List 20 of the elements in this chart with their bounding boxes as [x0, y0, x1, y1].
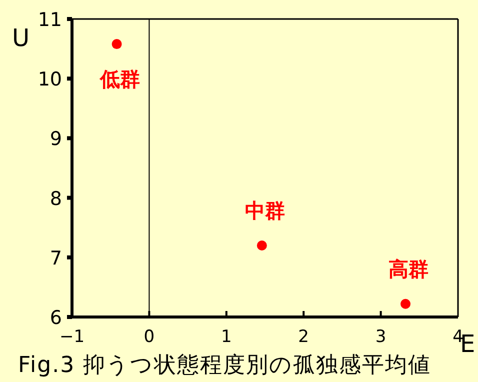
y-tick-label: 7 — [50, 247, 62, 270]
point — [256, 240, 267, 250]
x-tick-label: 4 — [452, 327, 464, 347]
y-tick-label: 8 — [50, 188, 62, 210]
point — [400, 298, 411, 309]
x-tick-label: 2 — [298, 327, 310, 347]
series-label: 高群 — [388, 256, 429, 281]
y-tick-label: 9 — [50, 128, 62, 150]
y-tick-label: 10 — [38, 68, 62, 91]
y-axis-title: U — [12, 24, 30, 52]
x-tick-label: 1 — [220, 327, 232, 347]
y-tick-label: 6 — [50, 307, 62, 329]
x-tick-label: −1 — [59, 327, 85, 347]
text: Fig.3 抑うつ状態程度別の孤独感平均値 — [18, 353, 432, 378]
series-label: 中群 — [244, 198, 285, 222]
x-tick-label: 3 — [375, 327, 386, 347]
y-tick-label: 11 — [38, 9, 62, 31]
point — [112, 39, 122, 50]
x-tick-label: 0 — [144, 327, 155, 347]
series-label: 低群 — [98, 67, 140, 92]
